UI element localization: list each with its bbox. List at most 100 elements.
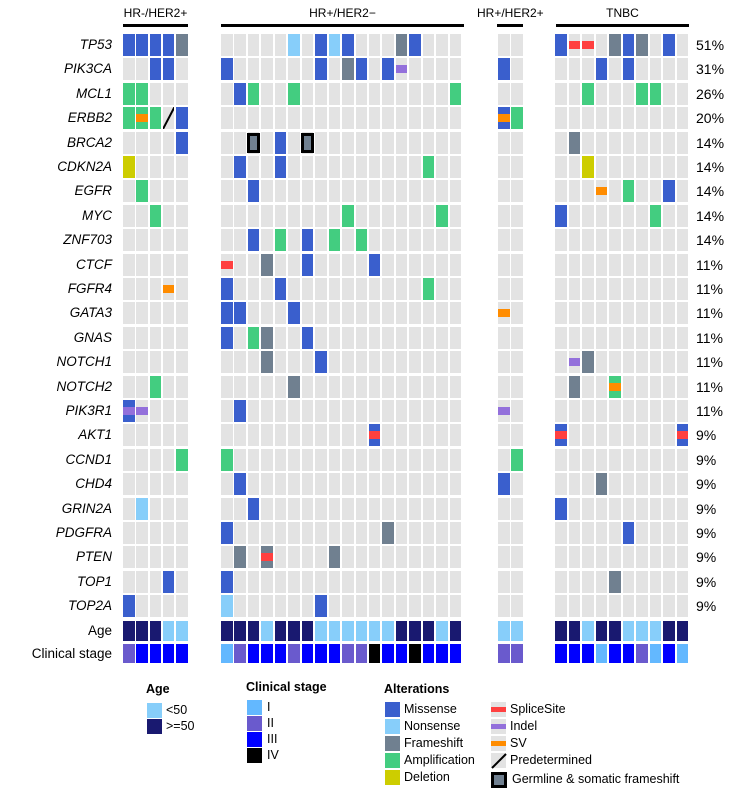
cell	[595, 278, 607, 300]
cell	[261, 107, 273, 130]
cell	[449, 302, 462, 325]
cell	[221, 82, 233, 105]
alteration-M	[595, 58, 607, 81]
cell	[449, 400, 462, 422]
cell	[595, 448, 607, 471]
cell	[595, 82, 607, 105]
cell	[221, 131, 233, 154]
cell	[436, 375, 448, 398]
age-cell	[676, 621, 688, 641]
cell	[288, 131, 300, 154]
cell	[176, 58, 188, 81]
cell	[149, 570, 162, 593]
cell	[649, 570, 661, 593]
cell	[568, 546, 580, 569]
cell	[368, 351, 381, 374]
stage-cell	[449, 644, 462, 663]
gene-label: GNAS	[73, 329, 112, 345]
cell	[395, 278, 408, 300]
cell	[301, 424, 314, 447]
legend-title: Age	[146, 682, 170, 696]
cell	[382, 131, 394, 154]
cell	[422, 302, 435, 325]
cell	[409, 522, 421, 544]
cell	[582, 180, 594, 203]
cell	[328, 253, 341, 276]
cell	[301, 278, 314, 300]
cell	[663, 546, 675, 569]
cell	[582, 58, 594, 81]
cell	[274, 34, 287, 56]
cell	[261, 156, 273, 178]
cell	[315, 204, 327, 227]
cell	[395, 326, 408, 349]
cell	[649, 424, 661, 447]
cell	[342, 351, 354, 374]
age-cell	[162, 621, 175, 641]
cell	[555, 180, 567, 203]
alteration-M	[274, 278, 287, 300]
gene-label: GATA3	[69, 305, 112, 321]
cell	[368, 82, 381, 105]
cell	[511, 595, 523, 618]
cell	[328, 131, 341, 154]
cell	[288, 424, 300, 447]
stage-cell	[342, 644, 354, 663]
cell	[261, 424, 273, 447]
cell	[409, 131, 421, 154]
cell	[328, 351, 341, 374]
cell	[636, 58, 648, 81]
cell	[176, 204, 188, 227]
cell	[274, 180, 287, 203]
cell	[247, 424, 260, 447]
cell	[288, 58, 300, 81]
cell	[568, 58, 580, 81]
cell	[568, 82, 580, 105]
cell	[368, 204, 381, 227]
percent-label: 31%	[696, 61, 725, 78]
cell	[162, 253, 175, 276]
cell	[301, 180, 314, 203]
alteration-A	[636, 82, 648, 105]
alteration-A	[149, 107, 162, 130]
cell	[636, 570, 648, 593]
cell	[368, 546, 381, 569]
cell	[221, 546, 233, 569]
cell	[301, 107, 314, 130]
cell	[315, 497, 327, 520]
cell	[663, 448, 675, 471]
cell	[622, 595, 634, 618]
cell	[368, 570, 381, 593]
cell	[449, 156, 462, 178]
cell	[355, 522, 367, 544]
cell	[288, 497, 300, 520]
cell	[149, 497, 162, 520]
alteration-A	[328, 229, 341, 252]
cell	[162, 131, 175, 154]
cell	[582, 570, 594, 593]
cell	[649, 302, 661, 325]
cell	[315, 131, 327, 154]
cell	[342, 375, 354, 398]
percent-label: 9%	[696, 573, 717, 590]
alteration-M	[555, 34, 567, 56]
cell	[436, 351, 448, 374]
percent-label: 9%	[696, 549, 717, 566]
cell	[609, 204, 621, 227]
cell	[498, 595, 510, 618]
cell	[409, 278, 421, 300]
alteration-V	[595, 187, 607, 196]
cell	[234, 351, 246, 374]
cell	[582, 595, 594, 618]
cell	[315, 302, 327, 325]
alteration-D	[123, 156, 135, 178]
cell	[176, 278, 188, 300]
alteration-N	[136, 497, 148, 520]
alteration-V	[609, 382, 621, 391]
cell	[368, 302, 381, 325]
cell	[136, 131, 148, 154]
cell	[582, 424, 594, 447]
alteration-M	[234, 473, 246, 496]
cell	[221, 229, 233, 252]
cell	[149, 131, 162, 154]
